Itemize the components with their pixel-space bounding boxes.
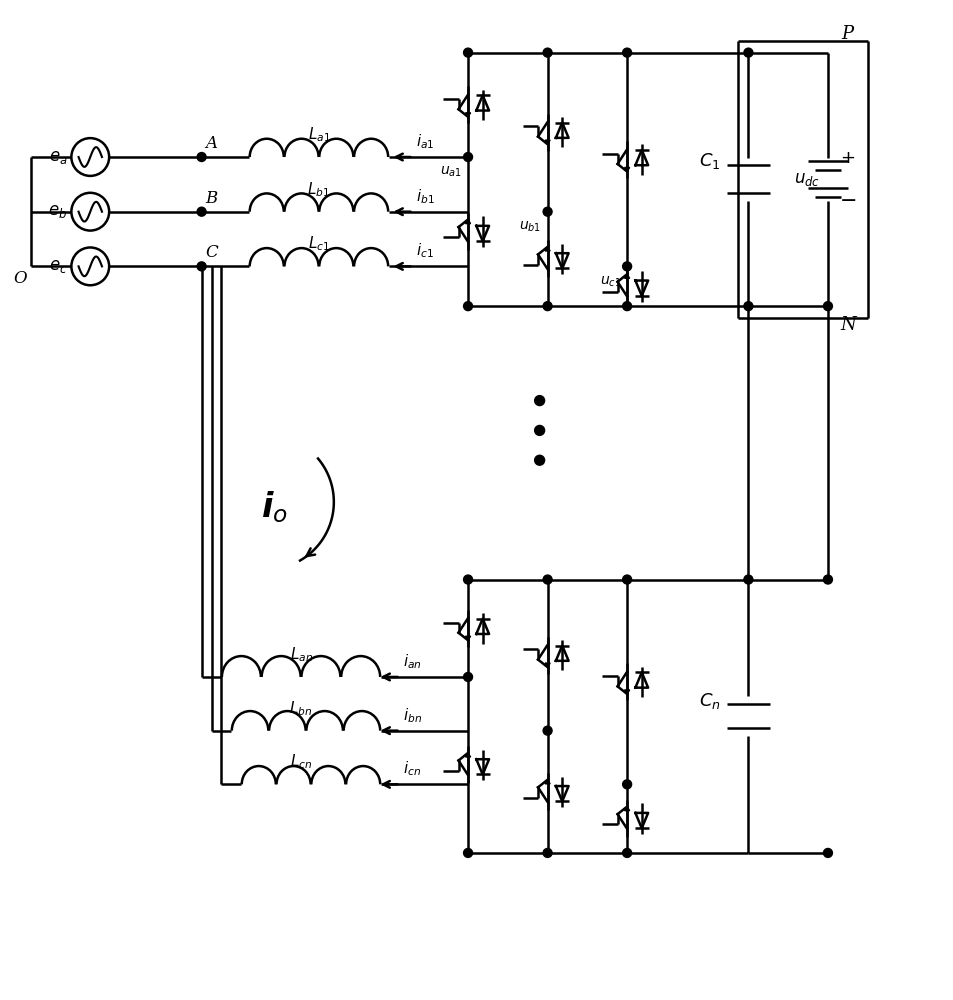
Text: $u_{b1}$: $u_{b1}$	[518, 220, 541, 234]
Circle shape	[197, 262, 206, 271]
Text: $u_{c1}$: $u_{c1}$	[599, 274, 620, 289]
Text: $C_1$: $C_1$	[699, 151, 720, 171]
Circle shape	[743, 302, 752, 311]
Circle shape	[534, 396, 544, 406]
Polygon shape	[544, 140, 550, 144]
Circle shape	[463, 672, 472, 681]
Polygon shape	[465, 219, 470, 224]
Circle shape	[463, 575, 472, 584]
Circle shape	[542, 575, 552, 584]
Text: $L_{a1}$: $L_{a1}$	[307, 125, 330, 144]
Text: A: A	[206, 135, 217, 152]
Polygon shape	[624, 167, 629, 172]
Text: $e_a$: $e_a$	[49, 149, 68, 166]
Circle shape	[542, 848, 552, 857]
Text: $e_c$: $e_c$	[49, 258, 68, 275]
Polygon shape	[544, 663, 550, 667]
Text: $i_{cn}$: $i_{cn}$	[403, 760, 421, 778]
Text: B: B	[206, 190, 217, 207]
Circle shape	[542, 207, 552, 216]
Text: $i_{bn}$: $i_{bn}$	[403, 706, 422, 725]
Text: $i_{an}$: $i_{an}$	[403, 652, 422, 671]
Text: $i_{c1}$: $i_{c1}$	[416, 242, 434, 260]
Circle shape	[197, 153, 206, 161]
Circle shape	[463, 848, 472, 857]
Circle shape	[463, 302, 472, 311]
Circle shape	[463, 153, 472, 161]
Circle shape	[622, 575, 631, 584]
Polygon shape	[465, 636, 470, 640]
Text: $i_{a1}$: $i_{a1}$	[416, 132, 435, 151]
Text: $\boldsymbol{i}_o$: $\boldsymbol{i}_o$	[260, 489, 288, 525]
Circle shape	[743, 48, 752, 57]
Text: $i_{b1}$: $i_{b1}$	[416, 187, 435, 206]
Circle shape	[622, 302, 631, 311]
Circle shape	[534, 425, 544, 435]
Text: $C_n$: $C_n$	[699, 691, 720, 711]
Circle shape	[463, 48, 472, 57]
Circle shape	[822, 848, 832, 857]
Text: $L_{c1}$: $L_{c1}$	[308, 235, 330, 253]
Circle shape	[534, 455, 544, 465]
Circle shape	[622, 780, 631, 789]
Text: $L_{b1}$: $L_{b1}$	[307, 180, 330, 199]
Polygon shape	[465, 113, 470, 117]
Text: $u_{a1}$: $u_{a1}$	[439, 165, 461, 179]
Circle shape	[822, 575, 832, 584]
Polygon shape	[624, 274, 629, 278]
Circle shape	[743, 575, 752, 584]
Circle shape	[622, 262, 631, 271]
Text: N: N	[839, 316, 855, 334]
Text: P: P	[841, 25, 853, 43]
Circle shape	[197, 207, 206, 216]
Text: +: +	[839, 149, 854, 167]
Text: $L_{cn}$: $L_{cn}$	[290, 753, 312, 771]
Polygon shape	[624, 807, 629, 811]
Circle shape	[822, 302, 832, 311]
Circle shape	[542, 726, 552, 735]
Polygon shape	[544, 780, 550, 784]
Text: C: C	[206, 244, 218, 261]
Polygon shape	[624, 690, 629, 694]
Text: $u_{dc}$: $u_{dc}$	[793, 171, 820, 188]
Text: $L_{an}$: $L_{an}$	[289, 645, 313, 664]
Text: O: O	[13, 270, 27, 287]
Polygon shape	[544, 247, 550, 251]
Circle shape	[542, 302, 552, 311]
Circle shape	[622, 848, 631, 857]
Text: $L_{bn}$: $L_{bn}$	[289, 699, 313, 718]
Text: −: −	[839, 191, 857, 211]
Circle shape	[542, 48, 552, 57]
Text: $e_b$: $e_b$	[49, 203, 68, 220]
Polygon shape	[465, 753, 470, 757]
Circle shape	[622, 48, 631, 57]
